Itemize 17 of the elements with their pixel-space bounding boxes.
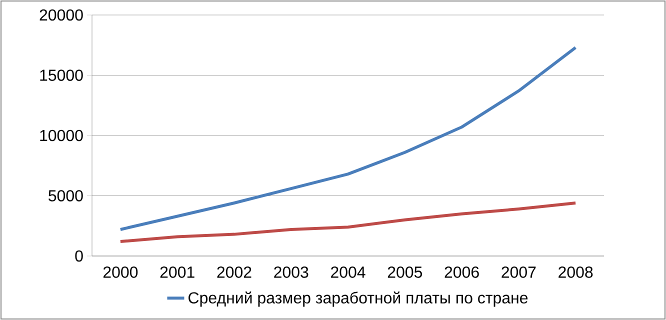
- x-tick-label: 2002: [217, 266, 252, 278]
- x-tick-label: 2004: [331, 266, 366, 278]
- x-tick-label: 2007: [502, 266, 536, 278]
- x-tick-label: 2008: [558, 266, 593, 278]
- x-tick-label: 2006: [444, 266, 479, 278]
- line-series: [118, 201, 578, 244]
- x-tick-label: 2005: [388, 266, 422, 278]
- y-tick-label: 0: [75, 250, 83, 262]
- y-tick-label: 5000: [48, 190, 83, 202]
- legend-label: Средний размер заработной платы по стране: [188, 291, 528, 307]
- line-series: [118, 46, 578, 231]
- x-tick-label: 2003: [274, 266, 308, 278]
- x-tick-label: 2000: [103, 266, 138, 278]
- y-tick-label: 10000: [40, 130, 83, 142]
- x-tick-label: 2001: [160, 266, 194, 278]
- y-tick-label: 20000: [40, 9, 83, 21]
- y-tick-label: 15000: [40, 70, 83, 81]
